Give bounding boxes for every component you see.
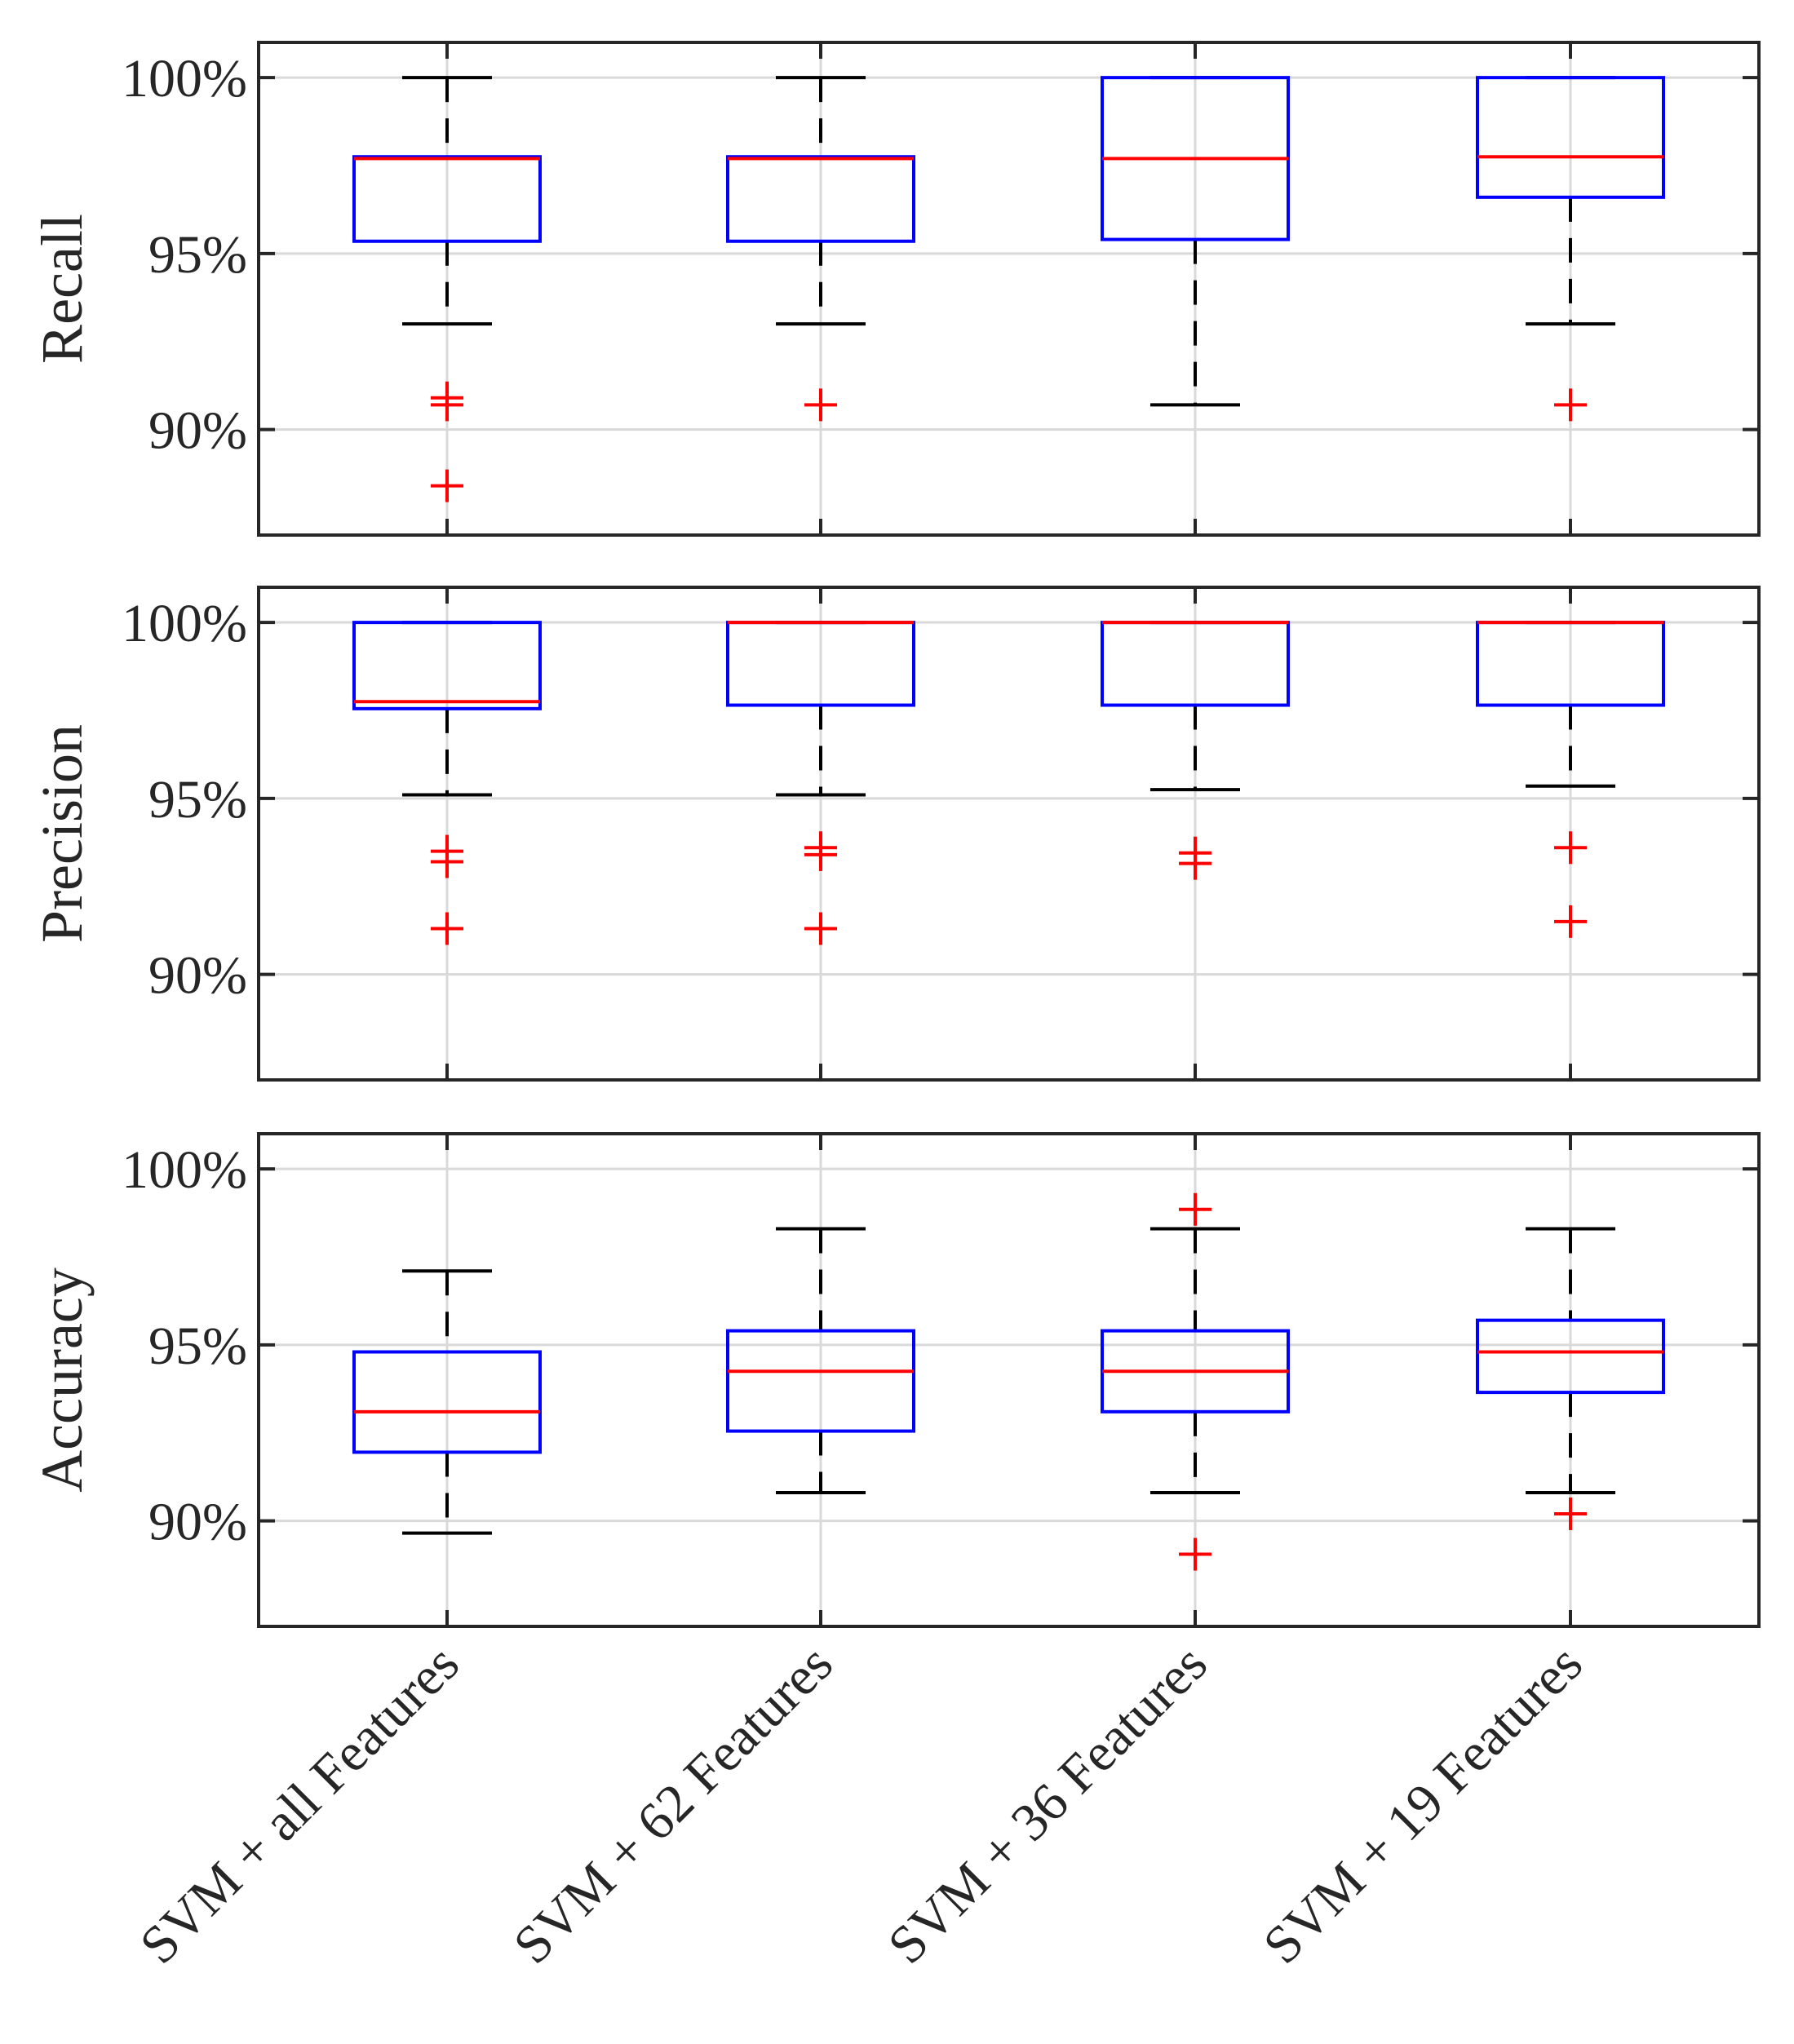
iqr-box <box>726 1329 915 1433</box>
outlier-marker <box>1554 831 1587 865</box>
outlier-marker <box>1554 1497 1587 1530</box>
box-recall-4 <box>1476 76 1665 422</box>
box-accuracy-4 <box>1476 1227 1665 1530</box>
iqr-box <box>352 1350 542 1454</box>
x-category-label: SVM + 36 Features <box>877 1634 1219 1975</box>
y-tick-label: 95% <box>148 1316 247 1376</box>
y-axis-label: Accuracy <box>29 1268 95 1493</box>
y-tick-label: 90% <box>148 401 247 461</box>
x-category-label: SVM + all Features <box>129 1634 471 1975</box>
iqr-box <box>1476 76 1665 199</box>
panel-precision: 90% 95% 100% Precision <box>29 586 1761 1082</box>
axes-frame <box>257 41 1761 537</box>
outlier-marker <box>1554 905 1587 938</box>
outlier-marker <box>1554 388 1587 422</box>
y-tick-label: 95% <box>148 225 247 285</box>
box-accuracy-1 <box>352 1269 542 1535</box>
box-precision-3 <box>1101 621 1290 880</box>
outlier-marker <box>1179 847 1212 880</box>
box-recall-1 <box>352 76 542 502</box>
axes-frame <box>257 586 1761 1082</box>
y-axis-label: Recall <box>29 214 95 364</box>
outlier-marker <box>804 912 837 945</box>
y-tick-label: 100% <box>122 594 247 653</box>
box-accuracy-3 <box>1101 1192 1290 1571</box>
x-category-label: SVM + 62 Features <box>503 1634 844 1975</box>
iqr-box <box>352 155 542 243</box>
box-precision-1 <box>352 621 542 945</box>
panel-recall: 90% 95% 100% Recall <box>29 41 1761 537</box>
outlier-marker <box>431 469 463 502</box>
outlier-marker <box>431 845 463 878</box>
y-axis-label: Precision <box>29 724 95 943</box>
box-recall-3 <box>1101 76 1290 407</box>
y-tick-label: 90% <box>148 1493 247 1552</box>
outlier-marker <box>804 838 837 871</box>
y-tick-label: 90% <box>148 946 247 1006</box>
outlier-marker <box>431 388 463 422</box>
x-category-label: SVM + 19 Features <box>1252 1634 1594 1975</box>
outlier-marker <box>804 388 837 422</box>
outlier-marker <box>1179 1537 1212 1571</box>
y-tick-label: 95% <box>148 770 247 830</box>
box-accuracy-2 <box>726 1227 915 1495</box>
y-tick-label: 100% <box>122 1140 247 1200</box>
iqr-box <box>726 155 915 243</box>
outlier-marker <box>431 912 463 945</box>
panel-accuracy: 90% 95% 100% Accuracy <box>29 1132 1761 1628</box>
box-precision-4 <box>1476 621 1665 938</box>
box-recall-2 <box>726 76 915 422</box>
iqr-box <box>1476 1318 1665 1395</box>
y-tick-label: 100% <box>122 49 247 108</box>
outlier-marker <box>1179 1192 1212 1226</box>
iqr-box <box>352 621 542 710</box>
axes-frame <box>257 1132 1761 1628</box>
box-precision-2 <box>726 621 915 945</box>
